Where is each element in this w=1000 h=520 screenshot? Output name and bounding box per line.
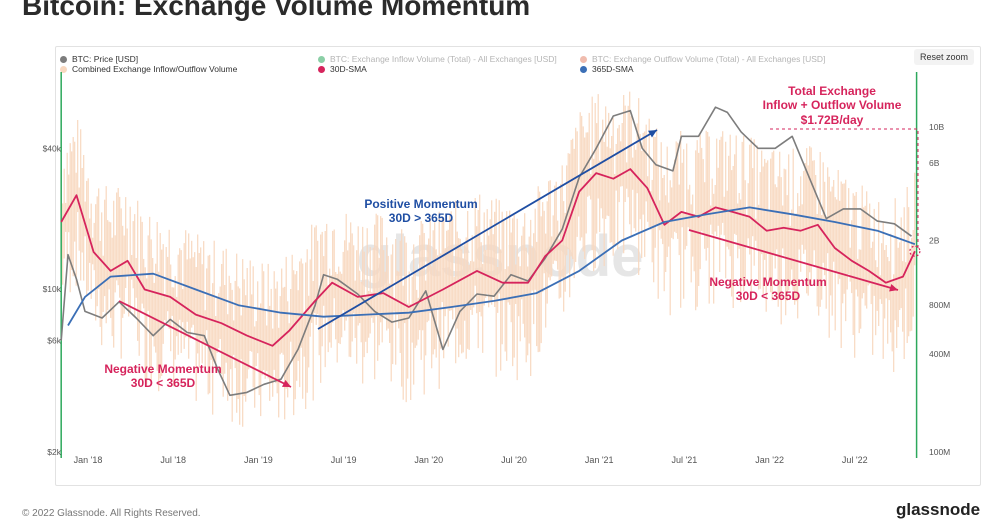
legend-item[interactable]: 30D-SMA bbox=[318, 64, 367, 74]
legend-marker-icon bbox=[318, 65, 325, 73]
legend-label: 365D-SMA bbox=[592, 64, 634, 74]
legend-item[interactable]: BTC: Price [USD] bbox=[60, 54, 138, 64]
legend-label: BTC: Price [USD] bbox=[72, 54, 139, 64]
legend-label: BTC: Exchange Inflow Volume (Total) - Al… bbox=[330, 54, 557, 64]
legend-item[interactable]: Combined Exchange Inflow/Outflow Volume bbox=[60, 64, 237, 74]
legend-marker-icon bbox=[580, 55, 587, 63]
chart-panel bbox=[55, 46, 981, 486]
page-title: Bitcoin: Exchange Volume Momentum bbox=[22, 0, 531, 21]
legend-label: BTC: Exchange Outflow Volume (Total) - A… bbox=[592, 54, 826, 64]
legend-item[interactable]: BTC: Exchange Inflow Volume (Total) - Al… bbox=[318, 54, 557, 64]
reset-zoom-button[interactable]: Reset zoom bbox=[914, 49, 974, 65]
brand-logo: glassnode bbox=[896, 500, 981, 519]
legend-label: Combined Exchange Inflow/Outflow Volume bbox=[72, 64, 238, 74]
legend-item[interactable]: 365D-SMA bbox=[580, 64, 634, 74]
legend-marker-icon bbox=[318, 55, 325, 63]
copyright-footer: © 2022 Glassnode. All Rights Reserved. bbox=[22, 508, 201, 519]
legend-label: 30D-SMA bbox=[330, 64, 367, 74]
legend-item[interactable]: BTC: Exchange Outflow Volume (Total) - A… bbox=[580, 54, 825, 64]
legend-marker-icon bbox=[60, 65, 67, 73]
legend-marker-icon bbox=[60, 55, 67, 63]
legend-marker-icon bbox=[580, 65, 587, 73]
